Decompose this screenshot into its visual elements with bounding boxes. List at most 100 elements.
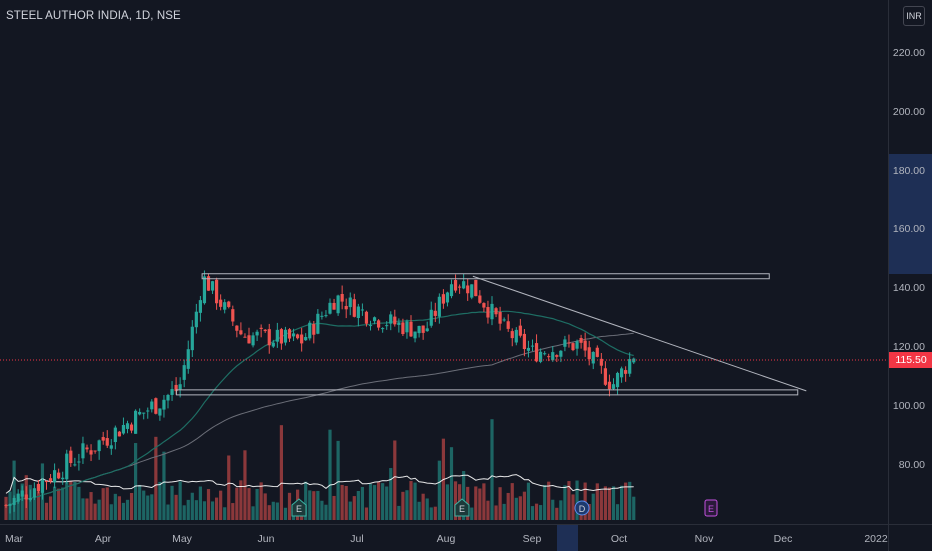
volume-bar [4, 496, 8, 520]
candle-body [445, 292, 450, 303]
volume-bar [215, 497, 219, 520]
volume-bar [563, 485, 567, 520]
candle-body [628, 359, 632, 374]
candle-body [117, 431, 121, 437]
candle-body [235, 325, 239, 331]
candle-body [308, 322, 312, 339]
volume-bar [526, 482, 531, 520]
candle-body [239, 330, 243, 335]
candle-body [129, 424, 134, 431]
volume-bar [478, 488, 482, 520]
volume-bar [146, 495, 150, 520]
candle-body [425, 328, 429, 332]
volume-bar [142, 490, 146, 520]
volume-bar [125, 499, 130, 520]
earnings-upcoming-marker[interactable] [704, 499, 718, 517]
volume-bar [194, 500, 198, 520]
candle-body [279, 329, 283, 344]
volume-bar [12, 460, 16, 520]
time-tick: May [172, 533, 192, 545]
candle-body [615, 372, 620, 388]
candle-body [328, 302, 332, 314]
candle-body [150, 401, 154, 410]
volume-bar [198, 486, 202, 520]
candle-body [611, 384, 616, 389]
volume-bar [332, 495, 336, 520]
volume-bar [429, 507, 433, 520]
volume-bar [368, 483, 373, 520]
candle-body [486, 307, 490, 318]
moving-average-50 [5, 310, 634, 507]
symbol-title[interactable]: STEEL AUTHOR INDIA, 1D, NSE [6, 10, 181, 22]
dividend-marker[interactable] [574, 500, 590, 516]
candle-body [405, 321, 409, 333]
volume-bar [16, 496, 20, 520]
volume-bar [48, 496, 53, 520]
volume-bar [551, 499, 555, 520]
volume-bar [117, 496, 121, 520]
price-tick: 80.00 [898, 459, 925, 471]
volume-bar [599, 490, 603, 520]
candle-body [579, 338, 583, 343]
candle-body [267, 329, 271, 346]
candle-body [381, 328, 385, 330]
earnings-marker[interactable] [291, 498, 307, 517]
candle-body [134, 410, 138, 434]
candle-body [227, 301, 231, 307]
event-marker-label: E [459, 504, 465, 514]
candle-body [174, 384, 178, 392]
volume-bar [522, 491, 526, 520]
candle-body [534, 343, 539, 362]
price-axis-highlight [889, 154, 932, 274]
candle-body [198, 300, 202, 313]
candle-body [190, 326, 194, 351]
volume-bar [259, 482, 263, 520]
candle-body [271, 342, 275, 347]
candle-body [61, 477, 65, 480]
time-tick: Apr [94, 533, 112, 545]
candle-body [320, 315, 324, 317]
volume-bar [494, 505, 498, 520]
candle-body [73, 464, 77, 466]
volume-bar [449, 447, 454, 520]
candle-body [53, 470, 57, 483]
current-price-tag: 115.50 [889, 352, 932, 368]
candle-body [490, 303, 494, 320]
volume-bar [433, 506, 437, 520]
candle-body [296, 334, 300, 339]
volume-bar [20, 483, 24, 520]
candle-body [543, 353, 547, 355]
earnings-marker[interactable] [454, 498, 470, 517]
candle-body [77, 461, 81, 463]
candle-body [154, 398, 158, 414]
volume-bar [235, 487, 239, 520]
volume-bar [271, 501, 275, 520]
time-axis-highlight [557, 525, 578, 551]
candle-body [146, 410, 150, 412]
volume-bar [401, 491, 405, 520]
volume-ma-line [5, 474, 634, 494]
candle-body [453, 280, 458, 291]
volume-bar [575, 480, 579, 520]
price-tick: 200.00 [892, 106, 925, 118]
candle-body [397, 322, 401, 325]
volume-bar [336, 440, 340, 520]
time-axis[interactable]: Mar Apr May Jun Jul Aug Sep Oct Nov Dec … [0, 524, 888, 551]
volume-bar [105, 487, 109, 520]
candle-body [300, 334, 304, 344]
volume-bar [607, 487, 612, 520]
candle-body [356, 306, 360, 318]
candle-body [40, 479, 45, 493]
chart-pane[interactable]: E E D E STEEL AUTHOR INDIA, 1D, NSE [0, 0, 888, 524]
candle-body [287, 329, 292, 339]
candle-body [389, 314, 393, 324]
volume-bar [409, 481, 413, 520]
candle-body [69, 450, 73, 464]
price-axis[interactable]: INR 220.00 200.00 180.00 160.00 140.00 1… [888, 0, 932, 524]
candle-body [409, 321, 413, 337]
candle-body [470, 284, 474, 298]
volume-bar [587, 503, 591, 520]
volume-bar [275, 502, 279, 520]
currency-button[interactable]: INR [903, 6, 925, 26]
